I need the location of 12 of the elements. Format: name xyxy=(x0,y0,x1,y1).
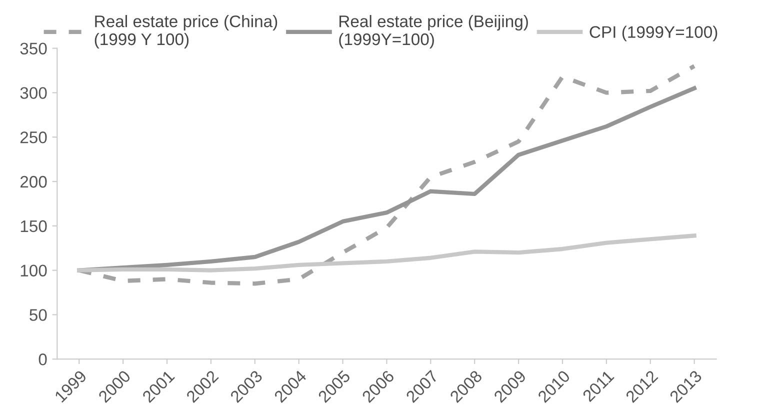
y-tick-label: 300 xyxy=(20,87,47,99)
y-tick-label: 250 xyxy=(20,132,47,144)
legend-label: CPI (1999Y=100) xyxy=(590,26,718,42)
y-tick-label: 50 xyxy=(30,309,47,321)
y-tick-label: 150 xyxy=(20,220,47,232)
legend-label: Real estate price (Beijing) (1999Y=100) xyxy=(339,15,528,48)
y-tick-label: 0 xyxy=(38,354,47,366)
legend-label: Real estate price (China) (1999 Y 100) xyxy=(94,15,278,48)
y-tick-label: 200 xyxy=(20,176,47,188)
y-tick-label: 350 xyxy=(20,42,47,55)
y-tick-label: 100 xyxy=(20,264,47,277)
line-series xyxy=(77,234,696,272)
